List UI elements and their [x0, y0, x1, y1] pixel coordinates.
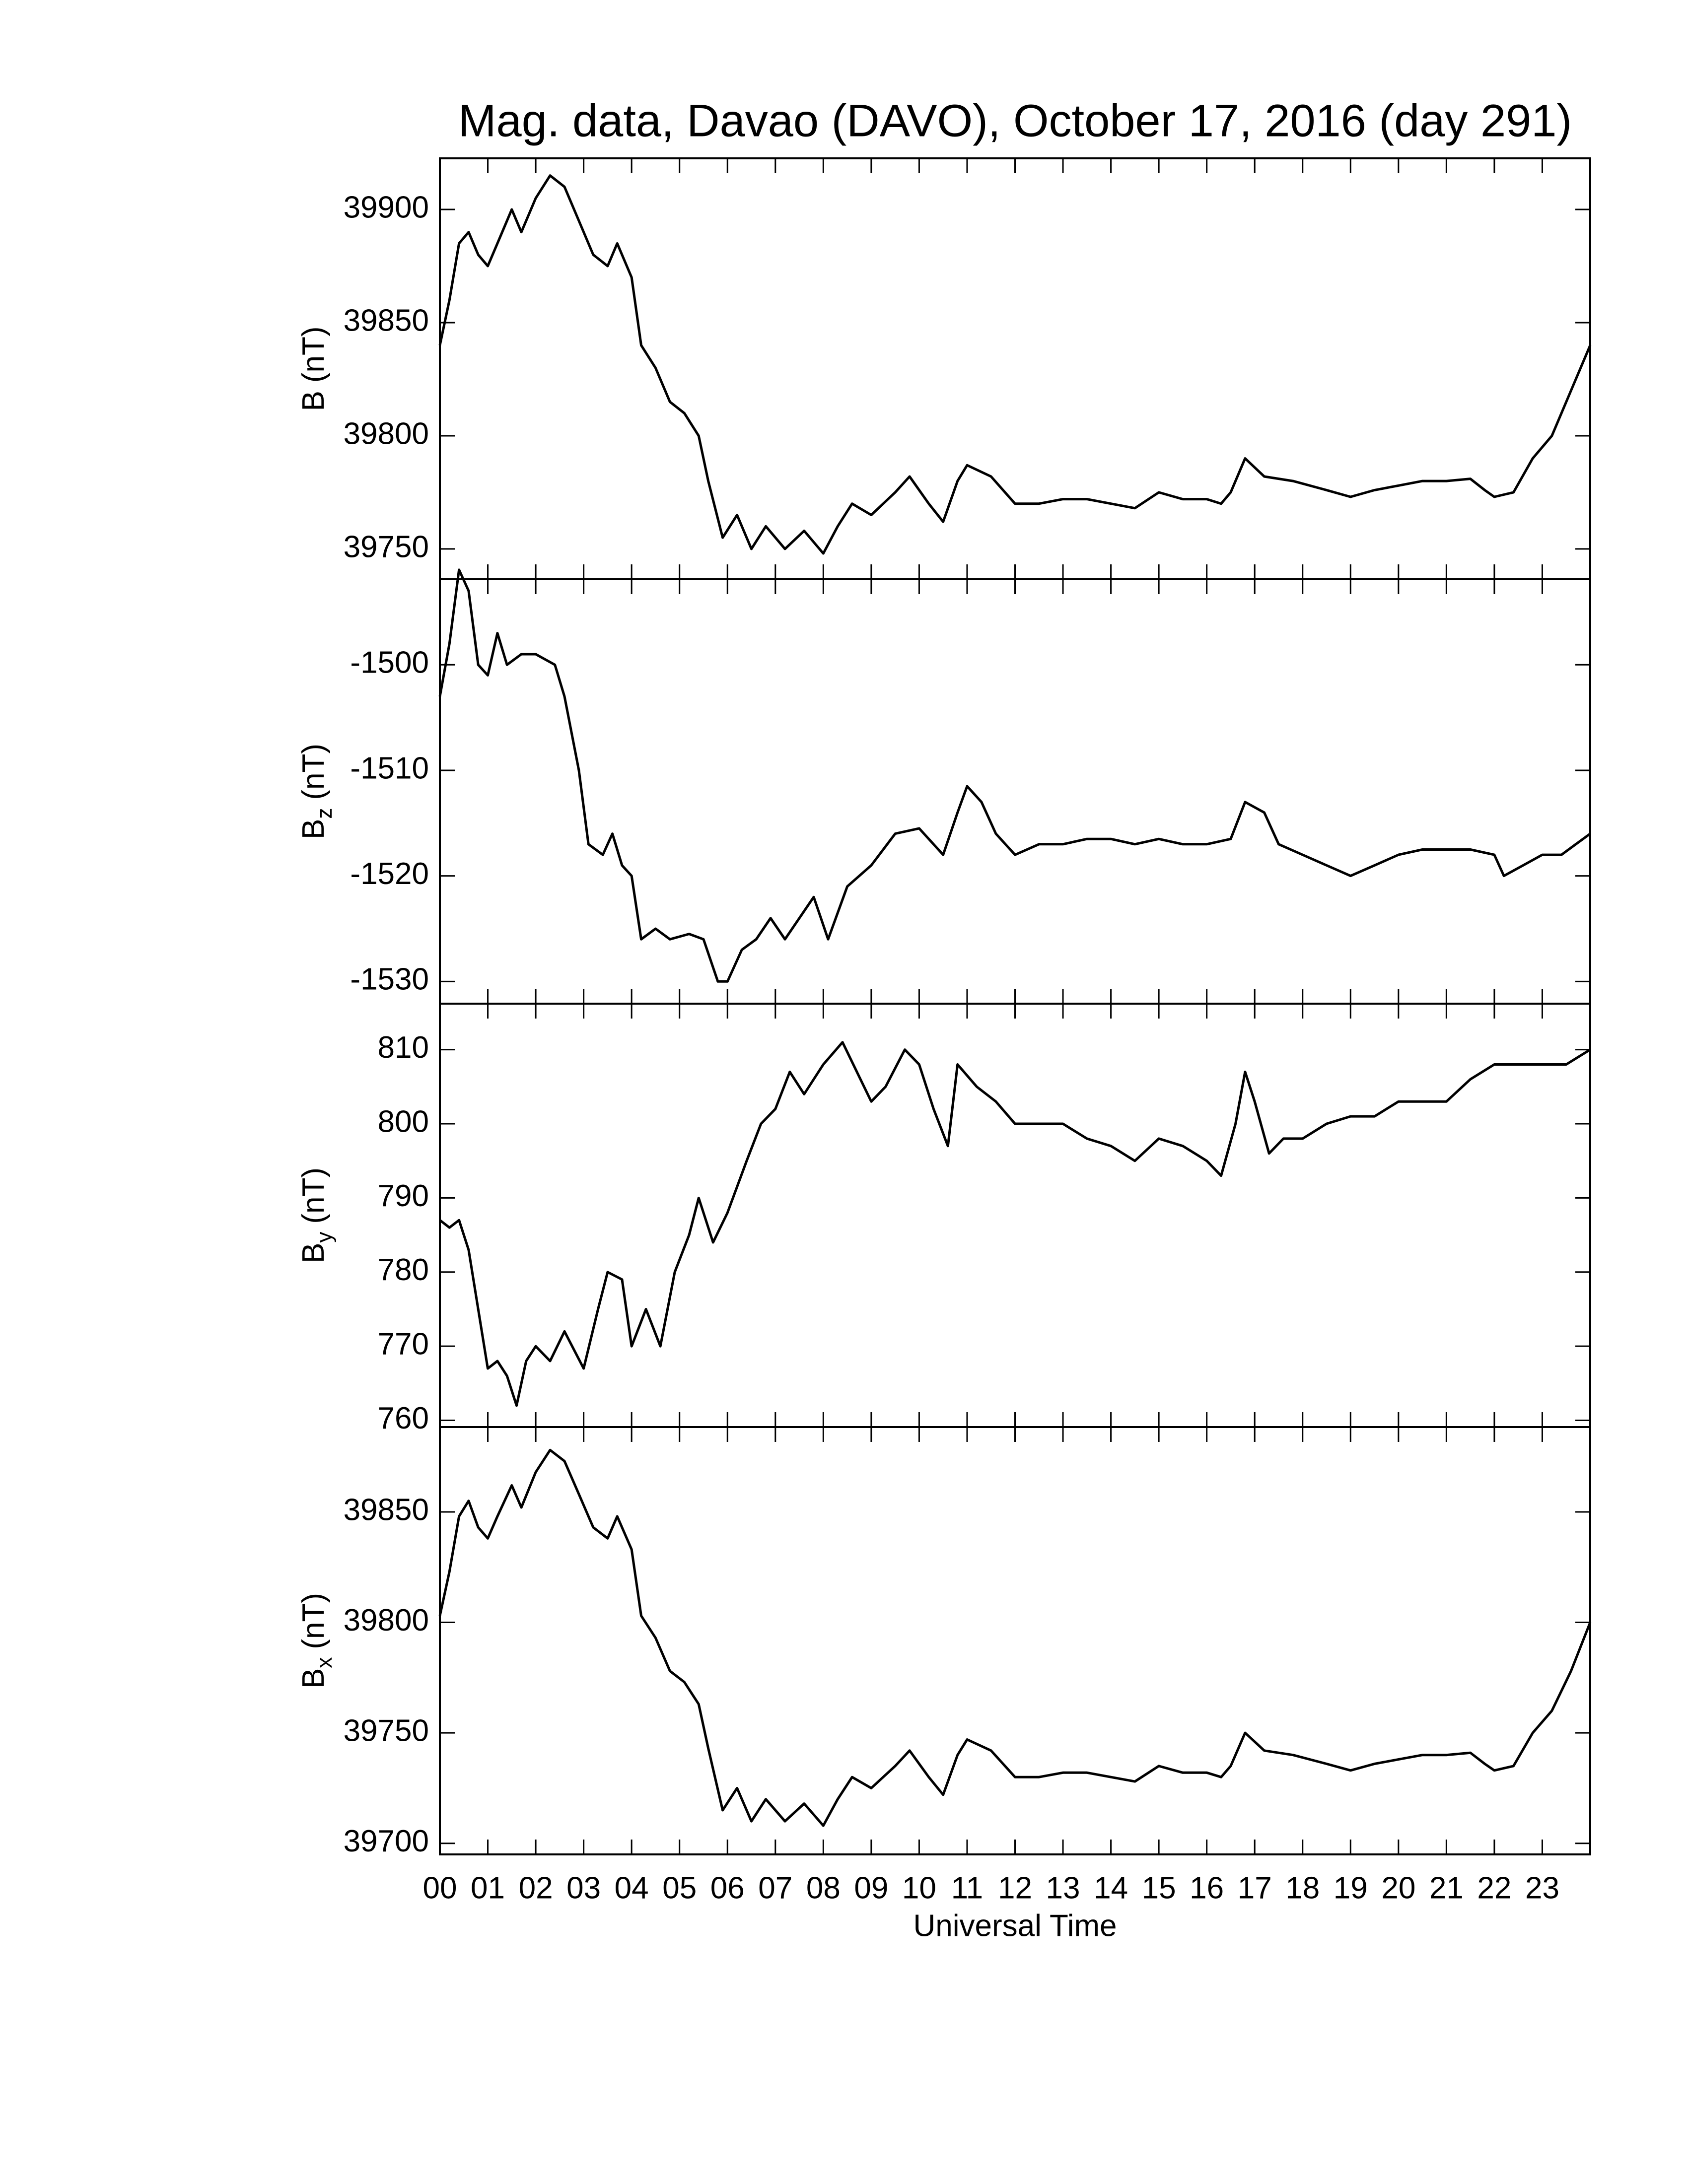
x-tick-label: 23	[1525, 1871, 1559, 1905]
y-axis-label: B (nT)	[296, 326, 331, 411]
y-label-symbol: B	[296, 1668, 331, 1689]
y-tick-label: -1530	[350, 962, 429, 997]
data-line	[438, 1448, 1592, 1827]
x-tick-label: 03	[566, 1871, 601, 1905]
x-tick-label: 01	[471, 1871, 505, 1905]
y-label-subscript: y	[312, 1232, 337, 1243]
plot-frame	[439, 1003, 1591, 1428]
x-tick-label: 16	[1190, 1871, 1224, 1905]
data-line	[439, 1041, 1591, 1407]
x-tick-label: 20	[1381, 1871, 1415, 1905]
y-label-unit: (nT)	[296, 744, 331, 800]
x-tick-label: 18	[1285, 1871, 1320, 1905]
y-tick-label: 39900	[344, 190, 429, 224]
x-tick-label: 14	[1094, 1871, 1128, 1905]
x-tick-label: 02	[519, 1871, 553, 1905]
y-label-unit: (nT)	[296, 1167, 331, 1224]
y-label-unit: (nT)	[296, 326, 331, 383]
x-tick-label: 00	[423, 1871, 457, 1905]
x-tick-label: 07	[758, 1871, 792, 1905]
x-axis-label: Universal Time	[914, 1909, 1117, 1943]
y-tick-label: 800	[378, 1104, 429, 1139]
x-tick-label: 19	[1334, 1871, 1368, 1905]
y-label-subscript: z	[312, 808, 337, 819]
y-label-unit: (nT)	[296, 1593, 331, 1649]
x-tick-label: 12	[998, 1871, 1032, 1905]
y-tick-label: 39700	[344, 1824, 429, 1858]
y-label-subscript: x	[312, 1657, 337, 1668]
plot-frame	[439, 578, 1591, 1005]
chart-title: Mag. data, Davao (DAVO), October 17, 201…	[458, 95, 1572, 146]
x-tick-label: 11	[951, 1871, 983, 1905]
x-tick-label: 22	[1477, 1871, 1511, 1905]
y-tick-label: 760	[378, 1401, 429, 1435]
data-line	[438, 568, 1591, 983]
y-tick-label: 39750	[344, 530, 429, 564]
x-tick-label: 10	[902, 1871, 936, 1905]
x-tick-label: 08	[806, 1871, 841, 1905]
y-axis-label: Bz (nT)	[296, 744, 336, 839]
data-line	[438, 174, 1592, 555]
y-label-symbol: B	[296, 1243, 331, 1263]
y-tick-label: 39750	[344, 1714, 429, 1748]
y-axis-label: By (nT)	[296, 1167, 336, 1263]
x-tick-label: 15	[1142, 1871, 1176, 1905]
y-tick-label: -1510	[350, 751, 429, 785]
y-tick-label: 39800	[344, 1603, 429, 1638]
y-tick-label: 39850	[344, 303, 429, 338]
plot-frame	[439, 157, 1591, 580]
x-tick-label: 21	[1429, 1871, 1464, 1905]
y-axis-label: Bx (nT)	[296, 1593, 336, 1689]
y-label-symbol: B	[296, 819, 331, 839]
x-tick-label: 05	[662, 1871, 697, 1905]
x-tick-label: 09	[854, 1871, 888, 1905]
y-tick-label: 810	[378, 1030, 429, 1065]
plot-frame	[439, 1426, 1591, 1855]
y-tick-label: -1520	[350, 857, 429, 891]
y-tick-label: 780	[378, 1253, 429, 1287]
y-tick-label: 39800	[344, 416, 429, 451]
x-tick-label: 13	[1046, 1871, 1080, 1905]
y-tick-label: 770	[378, 1327, 429, 1362]
x-tick-label: 04	[615, 1871, 649, 1905]
y-label-symbol: B	[296, 391, 331, 411]
x-tick-label: 17	[1238, 1871, 1272, 1905]
x-tick-label: 06	[710, 1871, 745, 1905]
y-tick-label: 39850	[344, 1493, 429, 1527]
y-tick-label: 790	[378, 1179, 429, 1213]
y-tick-label: -1500	[350, 646, 429, 680]
